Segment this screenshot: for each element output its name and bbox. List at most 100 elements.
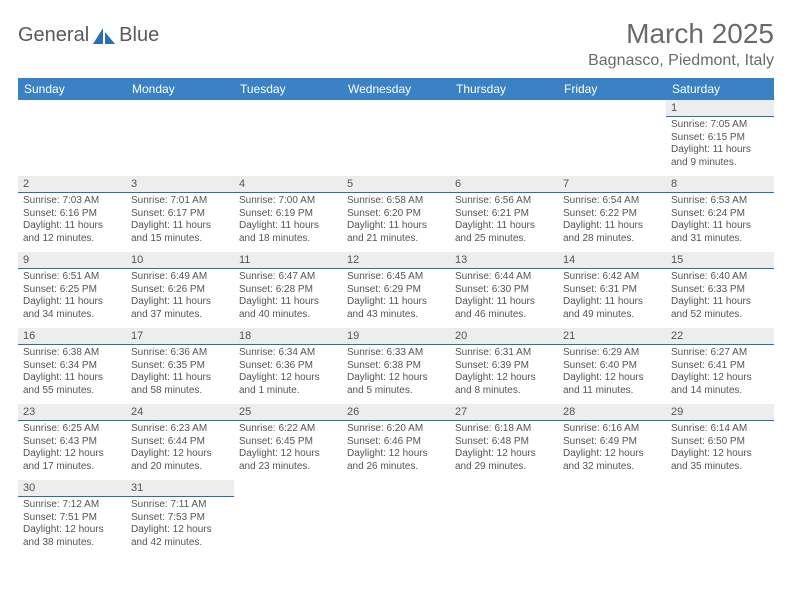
calendar-day-cell: 20Sunrise: 6:31 AMSunset: 6:39 PMDayligh… [450, 328, 558, 404]
calendar-day-cell: 12Sunrise: 6:45 AMSunset: 6:29 PMDayligh… [342, 252, 450, 328]
sunset-text: Sunset: 6:49 PM [563, 436, 661, 449]
page-title: March 2025 [588, 18, 774, 50]
calendar-day-cell: 9Sunrise: 6:51 AMSunset: 6:25 PMDaylight… [18, 252, 126, 328]
day-content: Sunrise: 6:51 AMSunset: 6:25 PMDaylight:… [18, 269, 126, 325]
sunrise-text: Sunrise: 6:45 AM [347, 271, 445, 284]
title-block: March 2025 Bagnasco, Piedmont, Italy [588, 18, 774, 70]
sunrise-text: Sunrise: 6:23 AM [131, 423, 229, 436]
sunrise-text: Sunrise: 6:44 AM [455, 271, 553, 284]
sunset-text: Sunset: 6:28 PM [239, 284, 337, 297]
calendar-day-cell: 7Sunrise: 6:54 AMSunset: 6:22 PMDaylight… [558, 176, 666, 252]
calendar-day-cell: 24Sunrise: 6:23 AMSunset: 6:44 PMDayligh… [126, 404, 234, 480]
weekday-header: Thursday [450, 78, 558, 100]
calendar-day-cell: 13Sunrise: 6:44 AMSunset: 6:30 PMDayligh… [450, 252, 558, 328]
day-content: Sunrise: 6:16 AMSunset: 6:49 PMDaylight:… [558, 421, 666, 477]
sunrise-text: Sunrise: 6:27 AM [671, 347, 769, 360]
day-content: Sunrise: 6:56 AMSunset: 6:21 PMDaylight:… [450, 193, 558, 249]
calendar-day-cell: .. [234, 480, 342, 556]
sunset-text: Sunset: 6:19 PM [239, 208, 337, 221]
day-content: Sunrise: 6:29 AMSunset: 6:40 PMDaylight:… [558, 345, 666, 401]
daylight-text: Daylight: 12 hours and 42 minutes. [131, 524, 229, 549]
calendar-day-cell: 23Sunrise: 6:25 AMSunset: 6:43 PMDayligh… [18, 404, 126, 480]
day-content: Sunrise: 7:05 AMSunset: 6:15 PMDaylight:… [666, 117, 774, 173]
day-content: Sunrise: 6:44 AMSunset: 6:30 PMDaylight:… [450, 269, 558, 325]
sunset-text: Sunset: 6:16 PM [23, 208, 121, 221]
day-content: Sunrise: 6:25 AMSunset: 6:43 PMDaylight:… [18, 421, 126, 477]
sunset-text: Sunset: 6:48 PM [455, 436, 553, 449]
sunset-text: Sunset: 6:25 PM [23, 284, 121, 297]
sunrise-text: Sunrise: 6:16 AM [563, 423, 661, 436]
day-content: Sunrise: 6:47 AMSunset: 6:28 PMDaylight:… [234, 269, 342, 325]
calendar-day-cell: 27Sunrise: 6:18 AMSunset: 6:48 PMDayligh… [450, 404, 558, 480]
sunset-text: Sunset: 7:53 PM [131, 512, 229, 525]
logo-sail-icon [91, 26, 117, 46]
daylight-text: Daylight: 12 hours and 14 minutes. [671, 372, 769, 397]
day-number: 18 [234, 328, 342, 345]
weekday-header: Sunday [18, 78, 126, 100]
day-number: 11 [234, 252, 342, 269]
sunrise-text: Sunrise: 6:29 AM [563, 347, 661, 360]
day-content: Sunrise: 6:53 AMSunset: 6:24 PMDaylight:… [666, 193, 774, 249]
sunrise-text: Sunrise: 6:36 AM [131, 347, 229, 360]
day-number: 10 [126, 252, 234, 269]
calendar-day-cell: .. [558, 100, 666, 176]
day-number: 24 [126, 404, 234, 421]
calendar-day-cell: .. [450, 480, 558, 556]
daylight-text: Daylight: 12 hours and 23 minutes. [239, 448, 337, 473]
sunset-text: Sunset: 7:51 PM [23, 512, 121, 525]
calendar-week-row: 23Sunrise: 6:25 AMSunset: 6:43 PMDayligh… [18, 404, 774, 480]
weekday-header: Monday [126, 78, 234, 100]
weekday-header: Saturday [666, 78, 774, 100]
daylight-text: Daylight: 11 hours and 15 minutes. [131, 220, 229, 245]
day-number: 4 [234, 176, 342, 193]
calendar-week-row: 9Sunrise: 6:51 AMSunset: 6:25 PMDaylight… [18, 252, 774, 328]
sunset-text: Sunset: 6:40 PM [563, 360, 661, 373]
calendar-day-cell: 29Sunrise: 6:14 AMSunset: 6:50 PMDayligh… [666, 404, 774, 480]
sunrise-text: Sunrise: 6:42 AM [563, 271, 661, 284]
day-content: Sunrise: 6:14 AMSunset: 6:50 PMDaylight:… [666, 421, 774, 477]
day-number: 2 [18, 176, 126, 193]
daylight-text: Daylight: 11 hours and 28 minutes. [563, 220, 661, 245]
day-content: Sunrise: 6:45 AMSunset: 6:29 PMDaylight:… [342, 269, 450, 325]
day-number: 3 [126, 176, 234, 193]
sunset-text: Sunset: 6:31 PM [563, 284, 661, 297]
sunrise-text: Sunrise: 6:56 AM [455, 195, 553, 208]
day-content: Sunrise: 6:22 AMSunset: 6:45 PMDaylight:… [234, 421, 342, 477]
calendar-table: SundayMondayTuesdayWednesdayThursdayFrid… [18, 78, 774, 556]
daylight-text: Daylight: 11 hours and 34 minutes. [23, 296, 121, 321]
day-content: Sunrise: 7:00 AMSunset: 6:19 PMDaylight:… [234, 193, 342, 249]
calendar-day-cell: 30Sunrise: 7:12 AMSunset: 7:51 PMDayligh… [18, 480, 126, 556]
sunset-text: Sunset: 6:22 PM [563, 208, 661, 221]
daylight-text: Daylight: 11 hours and 18 minutes. [239, 220, 337, 245]
day-content: Sunrise: 6:18 AMSunset: 6:48 PMDaylight:… [450, 421, 558, 477]
day-content: Sunrise: 6:54 AMSunset: 6:22 PMDaylight:… [558, 193, 666, 249]
calendar-day-cell: .. [342, 480, 450, 556]
day-number: 12 [342, 252, 450, 269]
calendar-day-cell: 11Sunrise: 6:47 AMSunset: 6:28 PMDayligh… [234, 252, 342, 328]
daylight-text: Daylight: 11 hours and 55 minutes. [23, 372, 121, 397]
sunset-text: Sunset: 6:38 PM [347, 360, 445, 373]
daylight-text: Daylight: 12 hours and 32 minutes. [563, 448, 661, 473]
calendar-day-cell: .. [450, 100, 558, 176]
calendar-day-cell: 25Sunrise: 6:22 AMSunset: 6:45 PMDayligh… [234, 404, 342, 480]
calendar-day-cell: 19Sunrise: 6:33 AMSunset: 6:38 PMDayligh… [342, 328, 450, 404]
daylight-text: Daylight: 11 hours and 31 minutes. [671, 220, 769, 245]
sunrise-text: Sunrise: 6:49 AM [131, 271, 229, 284]
sunrise-text: Sunrise: 7:03 AM [23, 195, 121, 208]
calendar-day-cell: .. [234, 100, 342, 176]
calendar-day-cell: 18Sunrise: 6:34 AMSunset: 6:36 PMDayligh… [234, 328, 342, 404]
daylight-text: Daylight: 12 hours and 1 minute. [239, 372, 337, 397]
daylight-text: Daylight: 12 hours and 11 minutes. [563, 372, 661, 397]
sunrise-text: Sunrise: 7:11 AM [131, 499, 229, 512]
sunset-text: Sunset: 6:34 PM [23, 360, 121, 373]
day-number: 8 [666, 176, 774, 193]
calendar-day-cell: .. [342, 100, 450, 176]
calendar-day-cell: 1Sunrise: 7:05 AMSunset: 6:15 PMDaylight… [666, 100, 774, 176]
calendar-day-cell: 17Sunrise: 6:36 AMSunset: 6:35 PMDayligh… [126, 328, 234, 404]
calendar-day-cell: .. [126, 100, 234, 176]
daylight-text: Daylight: 12 hours and 8 minutes. [455, 372, 553, 397]
day-number: 5 [342, 176, 450, 193]
sunrise-text: Sunrise: 6:54 AM [563, 195, 661, 208]
calendar-day-cell: 2Sunrise: 7:03 AMSunset: 6:16 PMDaylight… [18, 176, 126, 252]
calendar-day-cell: 8Sunrise: 6:53 AMSunset: 6:24 PMDaylight… [666, 176, 774, 252]
